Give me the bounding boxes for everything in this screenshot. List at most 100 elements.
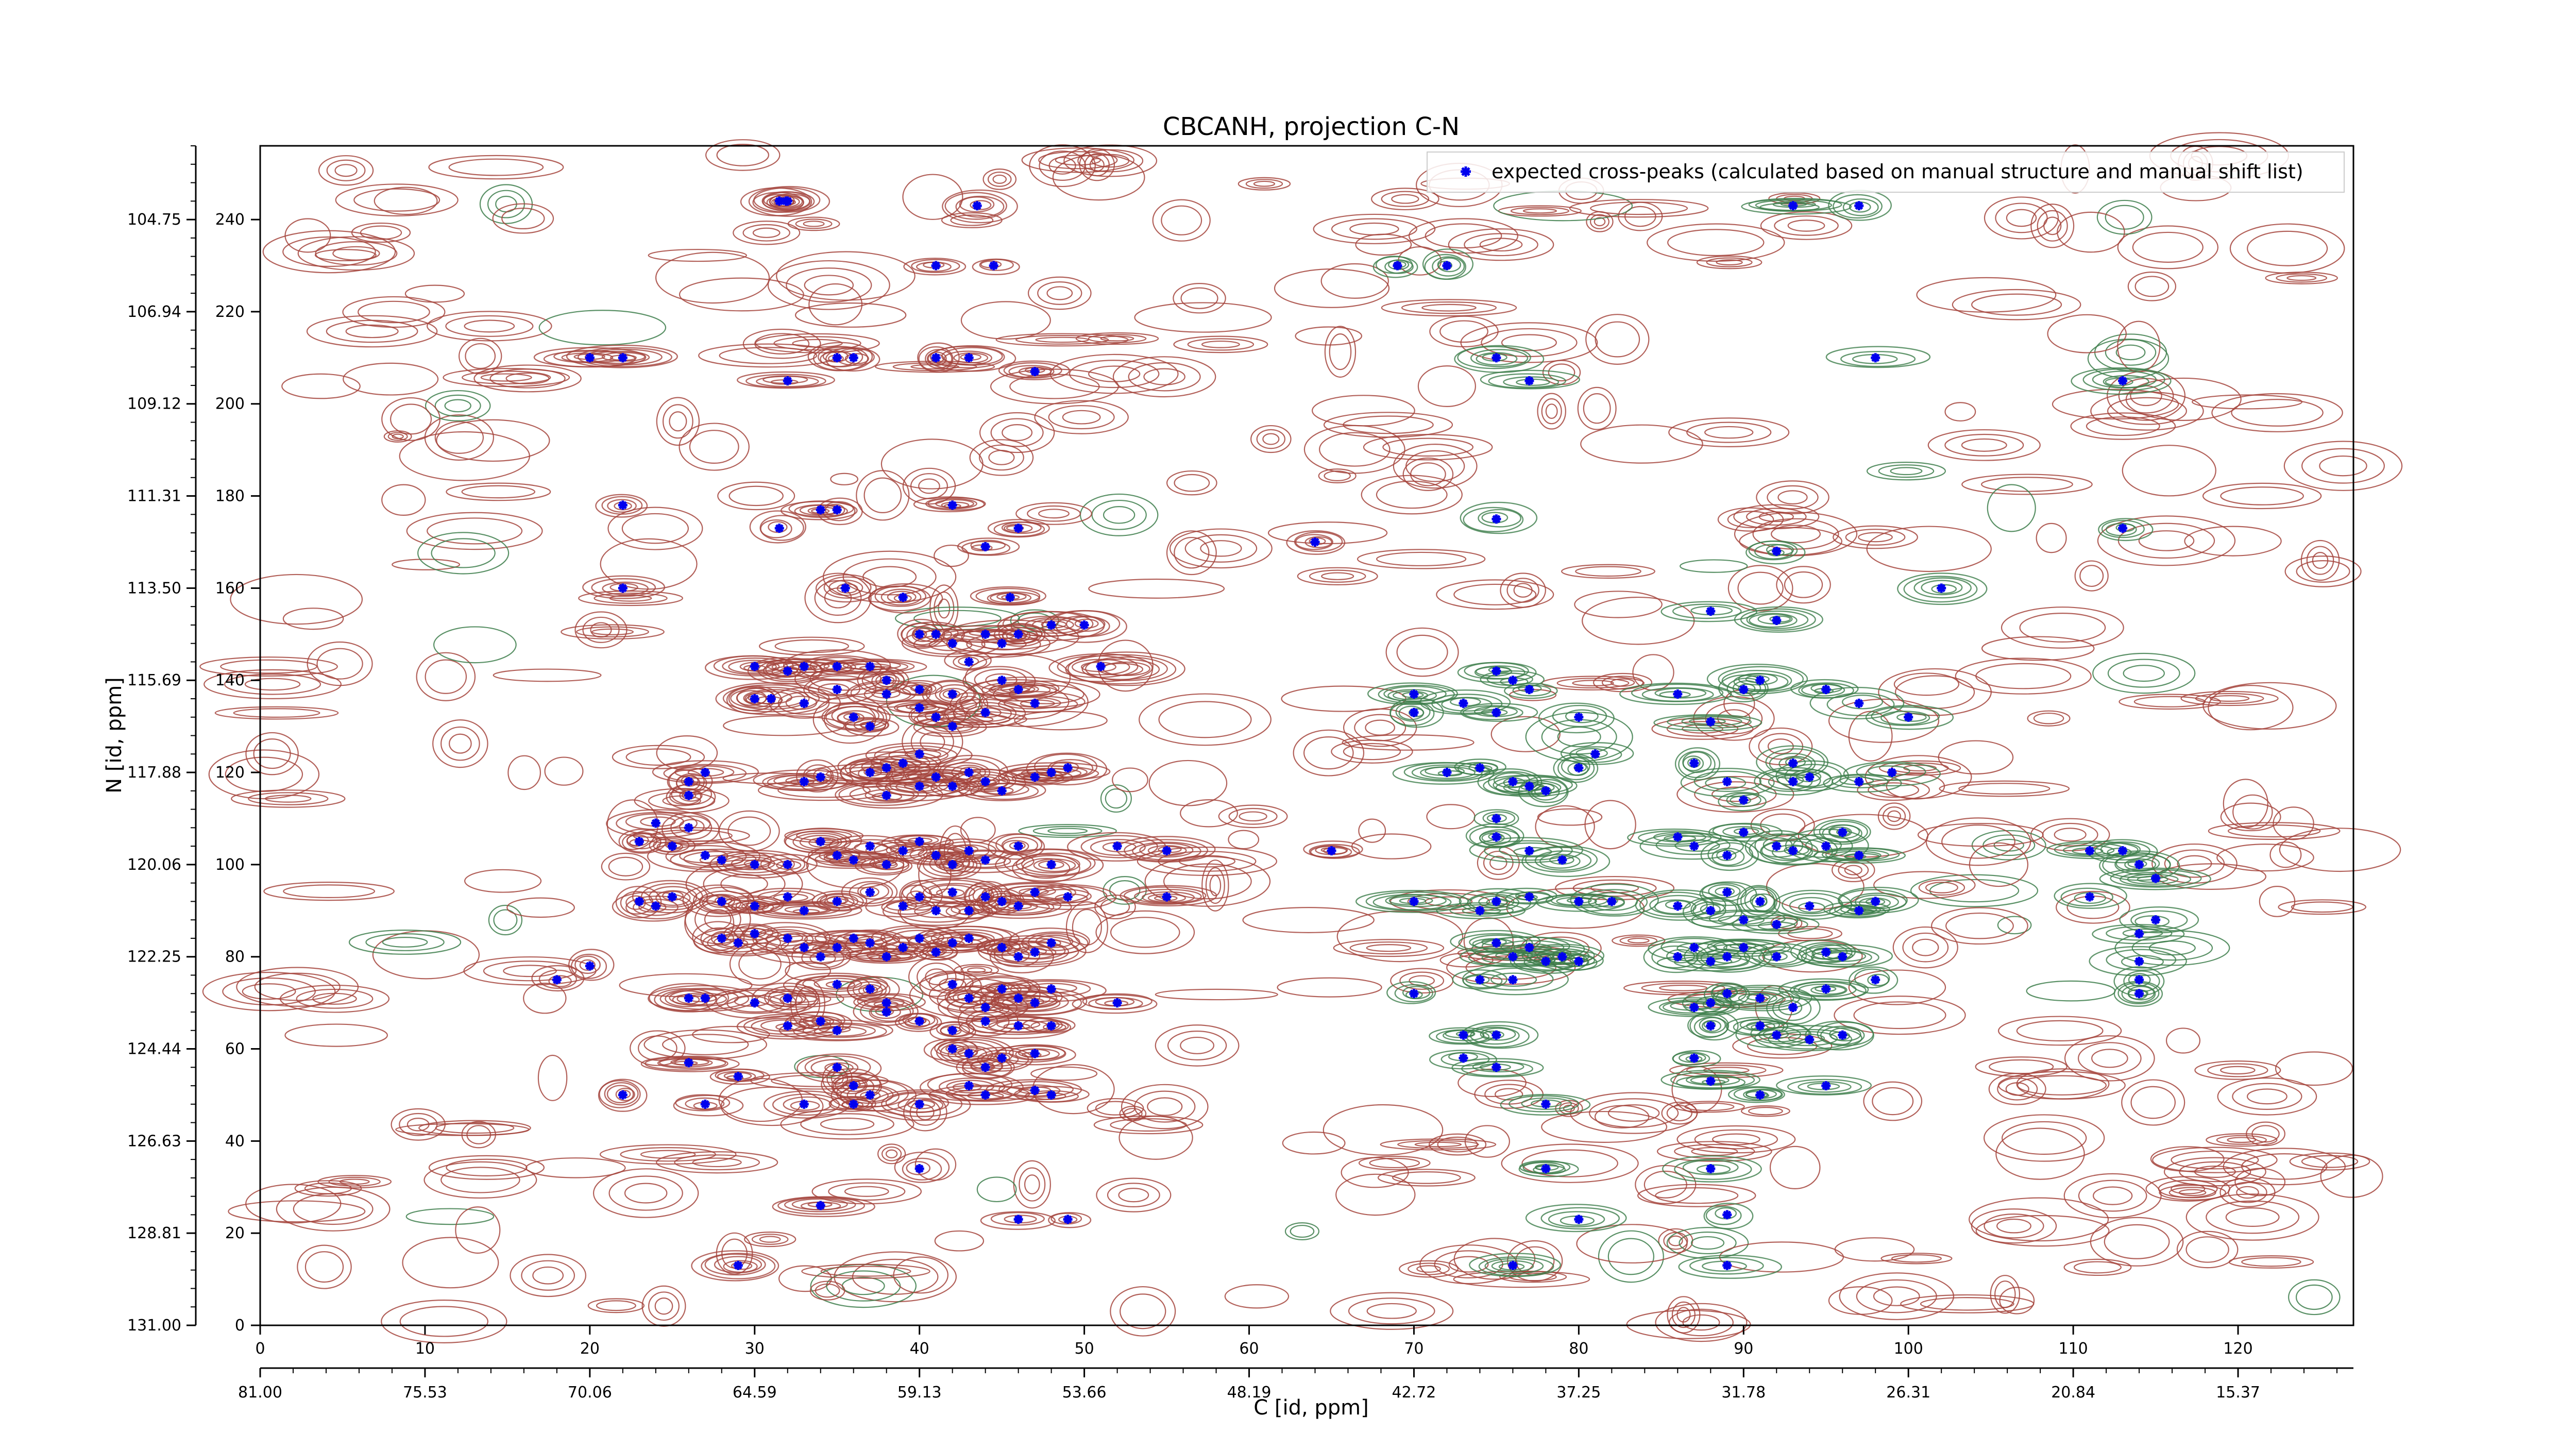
peak-contour [2119,906,2199,934]
cross-peak-marker-core [703,1102,707,1106]
peak-contour [1518,1161,1579,1177]
noise-contour [2086,416,2160,436]
peak-contour [652,760,759,784]
noise-contour [505,372,550,384]
peak-contour [944,650,992,671]
peak-contour [911,259,960,273]
peak-contour [1776,1075,1872,1096]
peak-contour [640,1055,740,1072]
cross-peak-marker-core [1164,895,1169,899]
noise-contour [663,404,693,439]
noise-contour [2006,209,2037,227]
peak-contour [1828,824,1860,839]
cross-peak-marker-core [1840,830,1845,835]
peak-contour [1050,1212,1082,1225]
peak-contour [1594,896,1625,908]
noise-contour [435,1122,515,1134]
noise-contour [1727,511,1774,528]
peak-contour [929,838,1005,863]
noise-contour [2176,1231,2239,1269]
peak-contour [1394,984,1433,1003]
noise-contour [587,1298,645,1313]
noise-contour [488,904,523,936]
cross-peak-marker-core [950,784,955,788]
cross-peak-marker-core [868,664,872,669]
peak-contour [1849,966,1899,994]
noise-contour [596,1300,636,1311]
peak-contour [1653,714,1762,731]
cross-peak-marker-core [1791,1005,1795,1010]
x-ppm-tick-label: 26.31 [1886,1384,1930,1402]
noise-contour [404,284,465,303]
noise-contour [1329,333,1352,370]
peak-contour [1716,850,1737,861]
noise-contour [2217,1077,2317,1116]
cross-peak-marker-core [1791,779,1795,784]
peak-contour [880,588,922,606]
noise-contour [1853,1001,1946,1030]
noise-contour [461,485,536,499]
peak-contour [715,682,830,716]
peak-contour [993,979,1107,1002]
y-ppm-tick-label: 117.88 [127,764,181,782]
noise-contour [863,477,902,513]
peak-contour [918,346,954,372]
peak-contour [1829,827,1852,837]
peak-contour [1708,884,1741,899]
cross-peak-marker-core [1032,774,1037,780]
peak-contour [1751,946,1807,966]
noise-contour [1848,969,1946,1005]
noise-contour [2306,546,2334,575]
cross-peak-marker-core [818,774,823,780]
peak-contour [1504,683,1558,699]
noise-contour [717,481,795,511]
peak-contour [1854,968,1890,989]
peak-contour [2060,887,2114,907]
noise-contour [1174,536,1210,569]
noise-contour [1163,863,1252,900]
peak-contour [904,749,941,759]
noise-contour [464,869,542,893]
peak-contour [860,857,910,874]
noise-contour [811,1178,922,1205]
noise-contour [2002,1121,2087,1155]
cross-peak-marker-core [1494,1065,1499,1070]
peak-contour [1010,980,1091,998]
peak-contour [1643,941,1709,973]
noise-contour [938,598,951,619]
cross-peak-marker-core [1494,669,1499,673]
noise-contour [506,897,575,918]
cross-peak-marker-core [1461,1056,1466,1060]
noise-contour [1180,287,1218,309]
noise-contour [1866,462,1946,481]
cross-peak-marker-core [835,945,839,950]
cross-peak-marker-core [983,710,988,715]
noise-contour [1619,936,1658,946]
peak-contour [965,705,1012,722]
noise-contour [1331,739,1413,764]
peak-contour [2054,883,2127,909]
noise-contour [727,816,771,846]
cross-peak-marker-core [1708,1001,1713,1005]
peak-contour [1026,752,1108,786]
cross-peak-marker-core [1082,622,1087,627]
noise-contour [416,652,476,701]
noise-contour [418,1120,531,1136]
noise-contour [2275,1051,2353,1086]
noise-contour [1637,1184,1756,1207]
cross-peak-marker-core [868,987,872,991]
peak-contour [792,832,848,851]
noise-contour [1997,916,2032,935]
peak-contour [2122,928,2163,938]
peak-contour [701,1253,776,1279]
noise-contour [318,155,374,186]
peak-contour [1478,1256,1554,1277]
peak-contour [2098,518,2154,542]
noise-contour [1348,1298,1435,1325]
noise-contour [1385,627,1459,677]
noise-contour [1256,429,1285,449]
noise-contour [1541,398,1562,425]
cross-peak-marker-core [835,508,839,512]
cross-peak-marker-core [1725,954,1730,959]
chart-title: CBCANH, projection C-N [1163,112,1460,141]
